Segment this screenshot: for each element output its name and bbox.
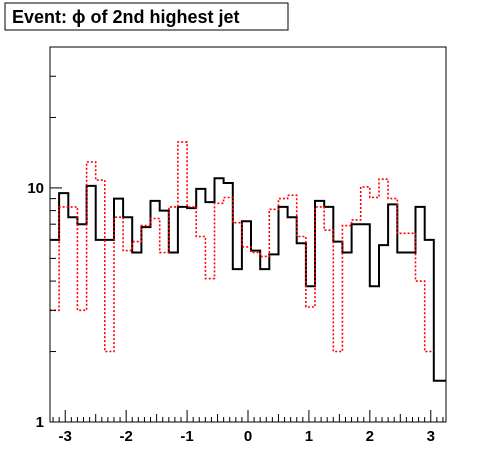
axes-layer: -3 -2 -1 0 1 2 3 1 10 [27, 46, 444, 445]
x-tick-label: -1 [180, 428, 193, 445]
chart-title: Event: ϕ of 2nd highest jet [12, 7, 240, 27]
x-tick-label: 1 [305, 428, 313, 445]
title-box: Event: ϕ of 2nd highest jet [4, 2, 289, 31]
x-tick-label: 2 [366, 428, 374, 445]
x-tick-label: -2 [119, 428, 132, 445]
x-tick-label: 0 [244, 428, 252, 445]
series-black-outline [50, 177, 446, 382]
title-frame [4, 2, 289, 31]
y-tick-label: 1 [36, 414, 44, 431]
y-tick-label: 10 [27, 180, 44, 197]
x-tick-label: 3 [427, 428, 435, 445]
x-tick-label: -3 [59, 428, 72, 445]
series-layer [50, 141, 446, 382]
